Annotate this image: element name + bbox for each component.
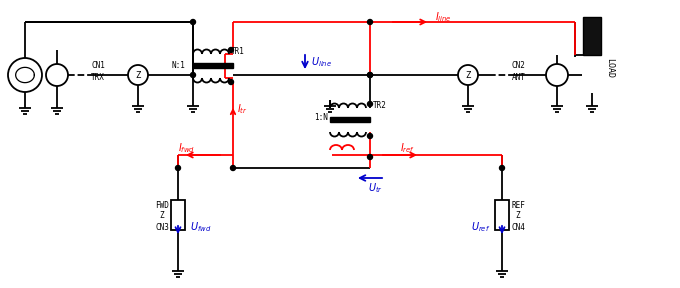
Text: CN2: CN2: [512, 62, 526, 71]
Text: LOAD: LOAD: [605, 58, 614, 78]
Circle shape: [367, 73, 373, 77]
Bar: [495, 200, 509, 230]
Circle shape: [190, 20, 196, 24]
Circle shape: [367, 20, 373, 24]
Text: CN4: CN4: [511, 223, 525, 232]
Text: N:1: N:1: [171, 60, 185, 69]
Circle shape: [367, 134, 373, 139]
Circle shape: [190, 73, 196, 77]
Circle shape: [367, 73, 373, 77]
Text: 1:N: 1:N: [314, 113, 328, 122]
Text: CN1: CN1: [91, 62, 105, 71]
Bar: [330, 117, 370, 122]
Text: TR1: TR1: [231, 48, 245, 56]
Text: $I_{ref}$: $I_{ref}$: [400, 141, 415, 155]
Text: $U_{line}$: $U_{line}$: [311, 55, 332, 69]
Text: TR2: TR2: [373, 101, 387, 111]
Circle shape: [228, 48, 233, 52]
Circle shape: [367, 154, 373, 160]
Text: Z: Z: [515, 211, 520, 221]
Circle shape: [231, 166, 235, 170]
Text: $I_{line}$: $I_{line}$: [435, 10, 452, 24]
Text: FWD: FWD: [155, 200, 169, 209]
Bar: [193, 62, 233, 67]
Text: Z: Z: [135, 71, 141, 79]
Text: TRX: TRX: [91, 73, 105, 82]
Text: CN3: CN3: [155, 223, 169, 232]
Text: $I_{tr}$: $I_{tr}$: [237, 102, 248, 116]
Text: $I_{fwd}$: $I_{fwd}$: [178, 141, 195, 155]
Text: Z: Z: [465, 71, 471, 79]
Circle shape: [500, 166, 505, 170]
Text: $U_{ref}$: $U_{ref}$: [471, 220, 490, 234]
Text: $U_{tr}$: $U_{tr}$: [368, 181, 383, 195]
Text: Z: Z: [160, 211, 165, 221]
Bar: [171, 200, 185, 230]
Text: $U_{fwd}$: $U_{fwd}$: [190, 220, 211, 234]
Text: REF: REF: [511, 200, 525, 209]
Circle shape: [367, 101, 373, 107]
Circle shape: [228, 79, 233, 84]
Circle shape: [175, 166, 180, 170]
Bar: [583, 17, 601, 55]
Text: ANT: ANT: [512, 73, 526, 82]
